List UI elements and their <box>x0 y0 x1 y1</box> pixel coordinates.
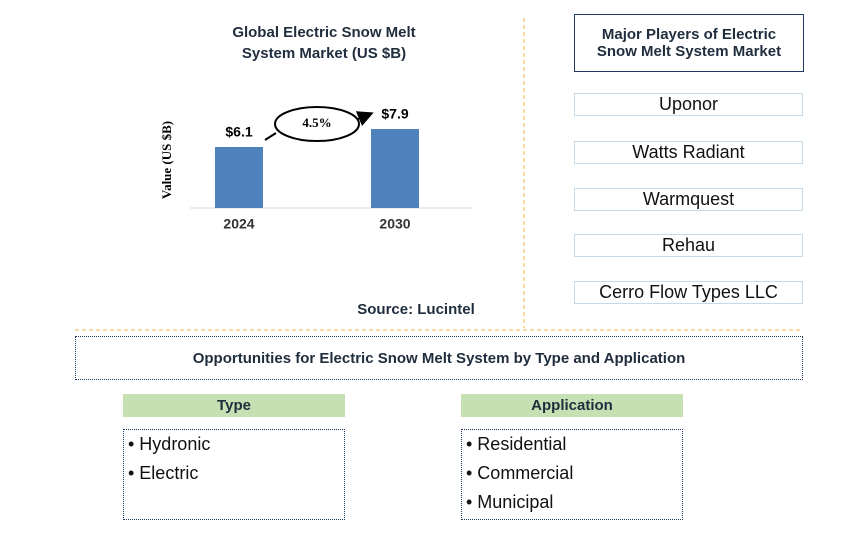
player: Cerro Flow Types LLC <box>574 281 803 304</box>
x-tick-label: 2030 <box>379 216 410 232</box>
players-title: Major Players of Electric Snow Melt Syst… <box>574 14 804 72</box>
player: Rehau <box>574 234 803 257</box>
value-label: $7.9 <box>381 106 408 122</box>
list-item: • Hydronic <box>128 434 211 454</box>
column-header: Type <box>123 394 345 417</box>
cagr-label: 4.5% <box>302 115 331 130</box>
y-axis-label: Value (US $B) <box>159 121 174 199</box>
player: Watts Radiant <box>574 141 803 164</box>
chart-title: Global Electric Snow Melt System Market (… <box>232 24 415 62</box>
column-list: • Hydronic • Electric <box>123 429 345 520</box>
column-list: • Residential • Commercial • Municipal <box>461 429 683 520</box>
list-item: • Residential <box>466 434 567 454</box>
arrow <box>355 111 374 126</box>
column-header: Application <box>461 394 683 417</box>
arrow <box>264 132 277 141</box>
player: Warmquest <box>574 188 803 211</box>
source: Source: Lucintel <box>357 301 475 318</box>
player: Uponor <box>574 93 803 116</box>
bar <box>371 129 419 208</box>
value-label: $6.1 <box>225 124 252 140</box>
opportunities-title: Opportunities for Electric Snow Melt Sys… <box>75 336 803 380</box>
list-item: • Municipal <box>466 492 554 512</box>
x-tick-label: 2024 <box>223 216 254 232</box>
bar <box>215 147 263 208</box>
list-item: • Commercial <box>466 463 574 483</box>
list-item: • Electric <box>128 463 199 483</box>
